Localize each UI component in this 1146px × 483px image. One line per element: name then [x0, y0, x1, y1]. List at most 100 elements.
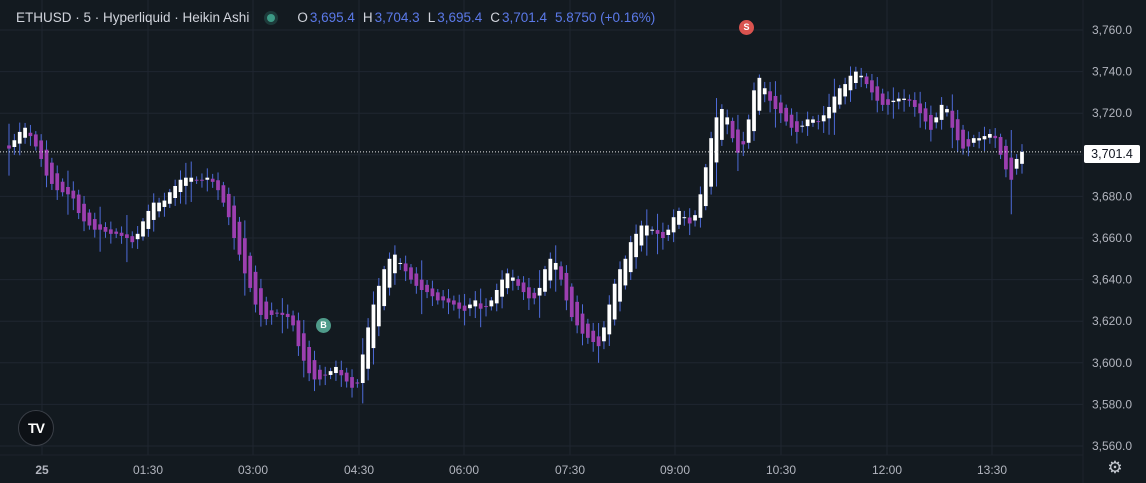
candle-body-down [76, 194, 81, 214]
candle-body-up [189, 177, 194, 182]
candle-body-down [795, 121, 799, 132]
candle-body-down [741, 141, 746, 145]
candle-body-up [543, 269, 547, 292]
candle-body-up [725, 117, 730, 125]
gear-icon[interactable]: ⚙ [1107, 458, 1123, 477]
candle-body-down [108, 229, 113, 234]
x-tick-label: 04:30 [344, 463, 374, 477]
candle-body-down [33, 134, 38, 147]
candle-body-down [585, 323, 590, 338]
market-status-dot [267, 13, 276, 22]
candle-body-down [484, 306, 488, 308]
candle-body-down [457, 302, 462, 309]
candle-body-up [805, 119, 810, 127]
candle-body-up [752, 90, 756, 132]
candle-body-down [125, 234, 129, 238]
candle-body-down [344, 372, 349, 382]
candle-body-up [843, 84, 848, 97]
candle-body-down [248, 255, 253, 288]
candle-body-up [537, 287, 542, 296]
candle-body-down [564, 272, 569, 301]
sell-marker[interactable]: S [739, 20, 754, 35]
candle-body-down [998, 137, 1003, 155]
candle-body-down [596, 336, 601, 347]
y-tick-label: 3,600.0 [1092, 356, 1132, 370]
candle-body-down [569, 286, 574, 318]
candle-body-up [832, 96, 837, 113]
candle-body-down [886, 99, 890, 105]
symbol-title[interactable]: ETHUSD · 5 · Hyperliquid · Heikin Ashi [16, 10, 250, 25]
candle-body-down [82, 203, 86, 222]
candle-body-down [301, 333, 306, 361]
candle-body-down [323, 374, 328, 376]
candle-body-up [12, 140, 17, 147]
candle-body-down [880, 93, 885, 105]
candle-body-down [87, 212, 92, 226]
candle-body-up [623, 258, 628, 286]
y-tick-label: 3,760.0 [1092, 23, 1132, 37]
candle-body-down [521, 282, 526, 293]
candle-body-down [221, 185, 226, 203]
candle-body-down [736, 129, 740, 153]
candle-body-up [628, 242, 633, 273]
candle-body-down [478, 303, 483, 309]
candle-body-up [896, 98, 901, 102]
candle-body-down [1009, 157, 1014, 180]
candle-body-down [446, 298, 451, 303]
candle-body-up [398, 262, 403, 264]
candle-body-down [778, 102, 783, 114]
candle-body-up [205, 177, 210, 180]
candle-body-up [848, 75, 853, 91]
candle-body-down [961, 129, 965, 149]
candle-body-down [242, 238, 247, 274]
candle-body-up [173, 186, 178, 199]
candle-body-up [162, 200, 167, 207]
candle-body-up [328, 371, 333, 375]
candle-body-down [912, 100, 917, 107]
candle-body-down [55, 173, 60, 191]
candle-body-down [237, 221, 242, 255]
close-value: 3,701.4 [502, 10, 548, 25]
candle-body-up [902, 98, 906, 101]
x-tick-label: 07:30 [555, 463, 585, 477]
candle-body-up [757, 77, 762, 111]
high-key: H [362, 10, 373, 25]
tradingview-logo[interactable]: TV [18, 410, 54, 446]
low-key: L [427, 10, 436, 25]
candle-body-up [387, 258, 392, 288]
candle-body-down [355, 382, 360, 384]
candle-body-up [698, 194, 703, 218]
candle-body-down [39, 140, 44, 159]
candle-body-up [505, 273, 510, 289]
candle-body-down [1004, 145, 1008, 170]
candle-body-up [167, 192, 172, 204]
candle-body-down [929, 114, 933, 130]
candle-body-up [1020, 151, 1024, 164]
x-tick-label: 09:00 [660, 463, 690, 477]
candle-body-up [602, 327, 606, 342]
candle-body-down [200, 179, 204, 181]
candle-body-down [768, 91, 772, 101]
candle-body-down [280, 312, 285, 315]
candle-body-down [687, 217, 692, 224]
candle-body-down [339, 369, 344, 376]
candle-body-down [864, 76, 869, 85]
candle-body-up [334, 366, 338, 374]
candle-body-down [403, 263, 408, 272]
candle-body-down [425, 284, 429, 293]
candle-body-down [60, 181, 65, 193]
candle-body-down [226, 193, 231, 218]
candle-body-up [468, 304, 472, 309]
candle-body-up [151, 202, 156, 220]
candle-body-up [17, 131, 22, 144]
candle-body-up [800, 125, 805, 127]
candle-body-down [275, 312, 279, 314]
buy-marker[interactable]: B [316, 318, 331, 333]
candle-body-up [837, 88, 842, 105]
candle-body-up [719, 109, 724, 140]
candle-body-down [317, 369, 322, 380]
candle-body-down [92, 219, 97, 230]
candle-body-down [194, 179, 199, 181]
